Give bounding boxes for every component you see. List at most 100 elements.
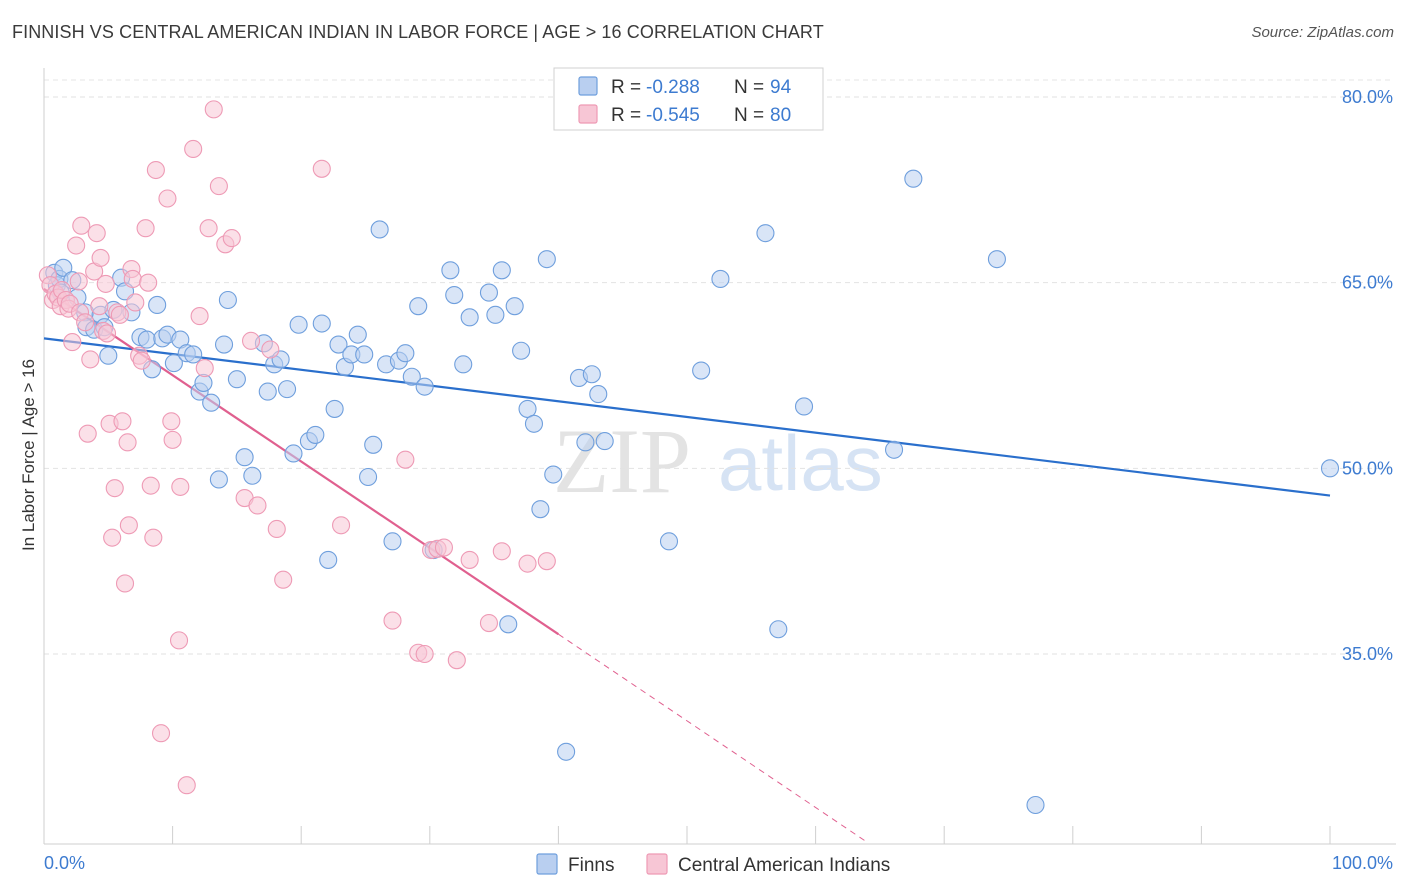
point-s0-71 xyxy=(499,615,518,634)
watermark-zip: ZIP xyxy=(553,410,691,512)
point-s1-41 xyxy=(141,476,160,495)
point-s1-54 xyxy=(199,219,218,238)
tick-labels: 35.0% 50.0% 65.0% 80.0% 0.0% 100.0% xyxy=(44,87,1393,873)
point-s1-77 xyxy=(492,542,511,561)
point-s0-93 xyxy=(987,250,1006,269)
point-s0-68 xyxy=(479,283,499,302)
point-s0-51 xyxy=(348,325,367,344)
y-tick-label-35: 35.0% xyxy=(1342,644,1393,664)
point-s1-53 xyxy=(195,359,214,378)
point-s1-35 xyxy=(123,269,142,289)
point-s1-15 xyxy=(76,313,95,332)
point-s0-45 xyxy=(312,314,331,333)
point-s1-40 xyxy=(139,273,158,292)
stats-legend-box xyxy=(553,67,824,131)
watermark: ZIP atlas xyxy=(553,410,883,512)
axes xyxy=(43,68,1396,845)
series-legend: Finns Central American Indians xyxy=(536,853,890,876)
point-s0-79 xyxy=(557,742,576,761)
point-s0-35 xyxy=(243,466,262,485)
point-s1-60 xyxy=(241,331,261,350)
source-label: Source: ZipAtlas.com xyxy=(1251,24,1394,41)
point-s0-18 xyxy=(137,330,156,349)
gridlines xyxy=(44,79,1392,655)
point-s0-37 xyxy=(258,382,277,401)
stats-n-label-1: N = xyxy=(734,105,764,126)
point-s0-73 xyxy=(512,341,531,360)
stats-r-value-0: -0.288 xyxy=(646,77,700,98)
chart-title: FINNISH VS CENTRAL AMERICAN INDIAN IN LA… xyxy=(12,22,824,42)
point-s0-95 xyxy=(1320,459,1340,478)
point-s0-46 xyxy=(319,550,338,569)
point-s0-91 xyxy=(884,440,904,459)
point-s1-44 xyxy=(151,724,171,743)
point-s1-47 xyxy=(163,430,182,449)
point-s1-65 xyxy=(312,159,331,178)
point-s0-78 xyxy=(544,465,563,484)
legend-swatch-1 xyxy=(646,853,668,875)
legend-swatch-0 xyxy=(536,853,558,875)
point-s1-36 xyxy=(126,293,145,312)
point-s1-17 xyxy=(81,350,100,369)
point-s0-42 xyxy=(289,315,308,334)
point-s1-78 xyxy=(518,554,537,573)
point-s1-33 xyxy=(119,516,138,535)
point-s0-26 xyxy=(184,345,203,364)
point-s0-29 xyxy=(202,393,221,412)
stats-n-value-0: 94 xyxy=(770,77,792,98)
point-s0-89 xyxy=(769,620,788,639)
point-s0-60 xyxy=(402,367,421,386)
point-s0-41 xyxy=(284,444,303,463)
point-s0-30 xyxy=(209,470,228,489)
trend-line-0 xyxy=(43,337,1331,497)
stats-r-value-1: -0.545 xyxy=(646,105,700,126)
point-s0-4 xyxy=(54,258,73,277)
point-s1-67 xyxy=(383,611,402,630)
stats-swatch-1 xyxy=(578,104,598,124)
point-s1-38 xyxy=(132,351,151,370)
stats-n-label-0: N = xyxy=(734,77,764,98)
point-s0-48 xyxy=(329,335,348,354)
point-s1-75 xyxy=(460,550,479,569)
y-tick-label-50: 50.0% xyxy=(1342,458,1393,478)
point-s0-53 xyxy=(359,467,378,487)
legend-label-0: Finns xyxy=(568,855,614,876)
point-s0-76 xyxy=(531,500,550,519)
point-s1-70 xyxy=(415,644,434,664)
point-s0-40 xyxy=(278,380,297,399)
point-s0-82 xyxy=(582,365,601,384)
point-s1-52 xyxy=(190,307,209,326)
point-s0-55 xyxy=(370,220,389,239)
point-s0-20 xyxy=(148,295,167,314)
point-s1-51 xyxy=(184,139,203,159)
legend-label-1: Central American Indians xyxy=(678,855,890,876)
x-tick-label-min: 0.0% xyxy=(44,853,85,873)
point-s1-58 xyxy=(222,229,241,248)
point-s1-49 xyxy=(171,477,190,496)
watermark-atlas: atlas xyxy=(718,419,883,507)
point-s0-86 xyxy=(692,361,711,380)
point-s1-14 xyxy=(72,216,91,235)
point-s1-39 xyxy=(136,219,155,238)
point-s1-12 xyxy=(69,272,88,291)
point-s0-67 xyxy=(460,308,479,327)
point-s0-84 xyxy=(595,432,614,451)
trend-line-1 xyxy=(43,287,560,636)
point-s1-79 xyxy=(537,552,556,571)
point-s1-42 xyxy=(144,528,163,547)
trend-line-extension-1 xyxy=(558,633,868,843)
point-s1-63 xyxy=(267,519,286,539)
point-s0-54 xyxy=(364,435,383,454)
point-s1-56 xyxy=(209,177,228,196)
data-points xyxy=(38,100,1340,815)
point-s0-88 xyxy=(756,224,775,243)
point-s0-33 xyxy=(227,370,246,389)
x-tick-label-max: 100.0% xyxy=(1332,853,1393,873)
point-s0-31 xyxy=(214,335,234,354)
point-s0-12 xyxy=(99,346,118,365)
point-s1-32 xyxy=(118,433,137,452)
point-s1-10 xyxy=(63,333,82,352)
point-s1-26 xyxy=(103,528,122,547)
point-s0-59 xyxy=(396,344,415,363)
